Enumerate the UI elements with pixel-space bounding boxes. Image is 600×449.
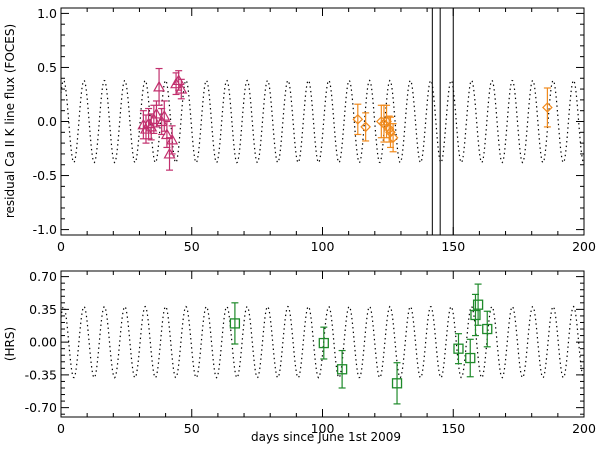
data-point-square [318,326,329,360]
x-tick-label: 200 [572,421,596,436]
x-tick-label: 200 [572,239,596,254]
y-tick-label: 1.0 [37,6,57,21]
triangle-marker [160,128,173,140]
data-point-square [453,333,464,365]
triangle-marker [175,82,188,94]
diamond-marker [387,132,399,144]
triangle-marker [166,133,179,145]
x-tick-label: 150 [441,239,465,254]
data-point-diamond [387,123,399,153]
x-tick-label: 0 [57,239,65,254]
bottom-x-axis-label: days since June 1st 2009 [251,430,401,444]
y-tick-label: -0.70 [25,400,57,415]
x-tick-label: 150 [441,421,465,436]
data-point-square [229,302,241,345]
triangle-marker [153,80,166,92]
data-point-triangle [158,100,171,132]
top-plot-frame [60,7,585,236]
data-point-square [336,349,348,389]
model-sinusoid-curve [60,79,585,164]
data-point-square [472,283,484,326]
square-marker [453,343,464,354]
data-point-diamond [360,112,371,142]
triangle-marker [158,109,171,121]
square-marker [391,378,403,389]
x-tick-label: 50 [184,239,200,254]
square-marker [229,318,241,329]
square-marker [465,352,476,364]
data-point-diamond [542,87,553,128]
data-point-triangle [153,67,166,106]
y-tick-label: -1.0 [33,222,57,237]
model-sinusoid-curve [60,305,585,379]
diamond-marker [542,102,553,113]
y-tick-label: -0.35 [25,367,57,382]
square-marker [336,364,348,375]
data-point-triangle [175,78,188,100]
diamond-marker [383,123,395,135]
square-marker [318,337,329,349]
x-tick-label: 50 [184,421,200,436]
y-tick-label: 0.35 [29,302,57,317]
y-tick-label: 0.5 [37,60,57,75]
diamond-marker [352,113,364,125]
diamond-marker [360,121,371,133]
triangle-marker [150,107,163,119]
top-panel: 0 50 100 150 200 -1.0 -0.5 0.0 0.5 1.0 residual … [3,6,596,254]
data-point-square [482,310,493,348]
square-marker [470,309,481,321]
bottom-panel: 0 50 100 150 200 -0.70 -0.35 0.00 0.35 0.70 (HRS… [3,269,596,444]
x-tick-label: 100 [311,421,335,436]
x-tick-label: 0 [57,421,65,436]
data-point-triangle [166,125,179,155]
square-marker [472,299,484,310]
y-tick-label: 0.70 [29,269,57,284]
bottom-plot-frame [60,270,585,418]
data-point-diamond [352,103,364,136]
y-tick-label: 0.0 [37,114,57,129]
y-tick-label: 0.00 [29,335,57,350]
y-tick-label: -0.5 [33,168,57,183]
data-point-square [391,362,403,405]
square-marker [482,323,493,335]
x-tick-label: 100 [311,239,335,254]
bottom-y-axis-label: (HRS) [3,327,17,361]
data-point-square [465,338,476,378]
top-y-axis-label: residual Ca II K line flux (FOCES) [3,24,17,218]
